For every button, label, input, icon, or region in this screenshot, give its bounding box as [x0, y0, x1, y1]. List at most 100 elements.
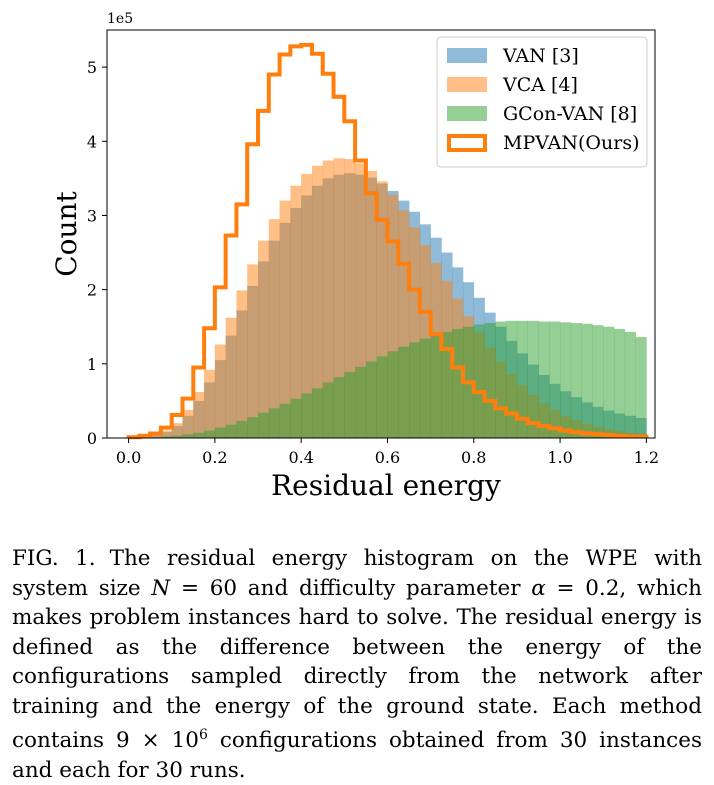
legend-label-2: GCon-VAN [8]	[503, 103, 637, 125]
series-2-bar-44	[603, 326, 615, 438]
y-tick-label-0: 0	[87, 429, 97, 448]
y-tick-label-1: 1	[87, 355, 97, 374]
series-2-bar-8	[214, 427, 226, 438]
series-1-bar-16	[301, 173, 313, 438]
series-2-bar-28	[430, 334, 442, 438]
series-1-bar-22	[365, 170, 377, 439]
series-2-bar-34	[495, 321, 507, 438]
series-2-bar-4	[171, 435, 183, 438]
caption-var-alpha: α	[531, 575, 546, 601]
y-tick-label-5: 5	[87, 58, 97, 77]
x-axis-label: Residual energy	[271, 469, 501, 502]
series-2-bar-47	[635, 337, 647, 438]
x-tick-label-1: 0.2	[202, 448, 227, 467]
x-tick-label-5: 1.0	[547, 448, 572, 467]
series-2-bar-20	[344, 371, 356, 438]
x-tick-label-6: 1.2	[634, 448, 659, 467]
series-2-bar-22	[365, 361, 377, 438]
series-2-bars	[139, 320, 647, 438]
x-tick-label-3: 0.6	[375, 448, 400, 467]
series-2-bar-19	[333, 377, 345, 438]
series-2-bar-13	[268, 408, 280, 438]
series-1-bar-4	[171, 423, 183, 438]
series-1-bar-25	[398, 210, 410, 438]
series-2-bar-10	[236, 420, 248, 438]
legend-box	[436, 36, 648, 168]
legend-swatch-3	[447, 134, 487, 152]
series-1-bar-21	[355, 163, 367, 438]
series-2-bar-18	[322, 382, 334, 438]
series-1-bar-23	[376, 181, 388, 438]
legend-label-1: VCA [4]	[502, 74, 578, 96]
series-1-bar-3	[160, 430, 173, 438]
caption-text-4: configurations obtained from 30 instance…	[12, 728, 702, 783]
caption-text-3: = 0.2, which makes problem instances har…	[12, 575, 703, 754]
series-2-bar-43	[592, 325, 604, 438]
series-2-bar-14	[279, 403, 291, 438]
series-2-bar-21	[355, 366, 367, 438]
figure-caption: FIG. 1. The residual energy histogram on …	[12, 544, 702, 785]
series-2-bar-40	[560, 322, 572, 438]
series-1-bar-2	[150, 434, 162, 438]
series-1-bar-13	[268, 219, 280, 438]
series-1-bar-20	[344, 159, 356, 439]
legend-swatch-2	[447, 106, 487, 121]
y-axis-label: Count	[50, 190, 83, 276]
series-1-bar-11	[247, 264, 259, 438]
plot-frame	[106, 29, 656, 439]
series-2-bar-7	[204, 430, 216, 438]
series-1-bar-26	[409, 227, 421, 438]
series-2-bar-35	[506, 320, 518, 438]
series-2-bar-24	[387, 351, 399, 438]
series-2-bar-5	[182, 434, 194, 438]
series-1-bar-5	[182, 409, 194, 438]
x-tick-label-2: 0.4	[288, 448, 313, 467]
histogram-figure: 0.0 0.2 0.4 0.6 0.8 1.0 1.2 0 1 2 3 4 5 1e5 Residual e…	[50, 11, 659, 502]
caption-var-n: N	[151, 575, 171, 601]
series-2-bar-16	[301, 393, 313, 438]
series-2-bar-46	[624, 331, 636, 438]
series-2-bar-36	[516, 320, 529, 438]
series-1-bar-18	[322, 160, 334, 438]
series-2-bar-6	[193, 432, 205, 438]
series-1-bar-6	[193, 392, 205, 438]
x-tick-label-4: 0.8	[461, 448, 486, 467]
series-1-bar-15	[290, 185, 302, 438]
series-2-bar-29	[441, 331, 453, 438]
series-2-bar-17	[311, 388, 324, 438]
series-2-bar-15	[290, 398, 302, 438]
y-tick-label-2: 2	[87, 281, 97, 300]
legend: VAN [3] VCA [4] GCon-VAN [8] MPVAN(Ours)	[436, 36, 648, 168]
caption-count-exp: 6	[198, 727, 208, 743]
caption-text-1: The residual energy histogram on the WPE…	[12, 546, 702, 601]
series-2-bar-23	[376, 356, 388, 438]
caption-count: 9 × 10	[116, 728, 199, 754]
series-2-bar-3	[160, 436, 173, 438]
series-2-bar-27	[419, 338, 431, 438]
y-scale-note: 1e5	[107, 11, 133, 27]
series-2-bar-38	[538, 321, 550, 438]
series-1-bar-12	[258, 240, 270, 438]
series-2-bar-41	[570, 323, 582, 438]
series-1-bar-8	[214, 344, 226, 438]
series-2-bar-32	[473, 324, 485, 438]
series-3-step-line	[126, 42, 649, 440]
series-1-bar-7	[204, 369, 216, 438]
series-1-bar-17	[311, 165, 324, 438]
x-tick-label-0: 0.0	[116, 448, 141, 467]
series-2-bar-45	[614, 328, 626, 438]
caption-text-2: = 60 and difficulty parameter	[170, 575, 532, 601]
legend-swatch-0	[447, 48, 487, 63]
series-1-bar-14	[279, 200, 291, 438]
series-2-bar-12	[258, 412, 270, 438]
legend-label-3: MPVAN(Ours)	[503, 132, 640, 154]
series-2-bar-9	[225, 424, 237, 438]
series-1-bar-19	[333, 158, 345, 439]
y-tick-label-4: 4	[87, 132, 97, 151]
series-1-bar-24	[387, 194, 399, 438]
series-2-bar-39	[549, 321, 561, 438]
series-2-bar-11	[247, 417, 259, 438]
series-1-bar-9	[225, 317, 237, 438]
legend-swatch-1	[447, 77, 487, 92]
y-tick-label-3: 3	[87, 206, 97, 225]
